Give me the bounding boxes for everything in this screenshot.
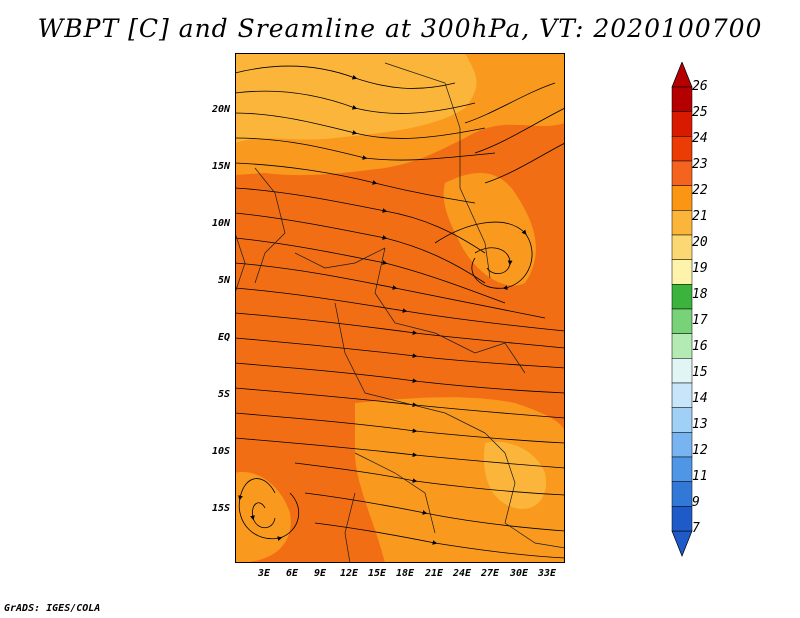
colorbar-label: 14 — [692, 391, 708, 406]
colorbar-swatch — [671, 358, 693, 384]
colorbar-label: 25 — [692, 105, 708, 120]
colorbar-label: 26 — [692, 79, 708, 94]
lat-label: 10N — [211, 218, 230, 229]
lat-label: 15N — [211, 161, 230, 172]
colorbar-bottom-arrow — [671, 530, 693, 557]
wbpt-field-light-orange-southeast — [484, 441, 546, 509]
lat-label: 20N — [211, 104, 230, 115]
wbpt-field-orange-south — [355, 397, 565, 563]
colorbar-swatch — [671, 210, 693, 236]
colorbar-swatch — [671, 259, 693, 285]
lon-label: 30E — [509, 568, 529, 579]
lon-label: 3E — [257, 568, 271, 579]
colorbar-label: 12 — [692, 443, 708, 458]
colorbar-swatch — [671, 506, 693, 532]
lat-label: 15S — [211, 503, 230, 514]
wbpt-field-light-orange-north — [235, 53, 477, 143]
lon-label: 21E — [424, 568, 444, 579]
colorbar-swatch — [671, 481, 693, 507]
colorbar-label: 17 — [692, 313, 708, 328]
colorbar-swatch — [671, 86, 693, 112]
colorbar-swatch — [671, 111, 693, 137]
colorbar-label: 21 — [692, 209, 708, 224]
lon-label: 18E — [395, 568, 415, 579]
colorbar-swatch — [671, 382, 693, 408]
colorbar-label: 20 — [692, 235, 708, 250]
colorbar-swatch — [671, 234, 693, 260]
map-frame — [235, 53, 565, 563]
colorbar-swatch — [671, 432, 693, 458]
colorbar-label: 24 — [692, 131, 708, 146]
lon-label: 27E — [480, 568, 500, 579]
lat-label: EQ — [217, 332, 230, 343]
lat-label: 5S — [217, 389, 230, 400]
colorbar-swatch — [671, 136, 693, 162]
lon-label: 24E — [452, 568, 472, 579]
streamlines — [235, 65, 565, 559]
colorbar-label: 13 — [692, 417, 708, 432]
colorbar-swatch — [671, 160, 693, 186]
colorbar — [671, 62, 693, 557]
colorbar-label: 7 — [692, 521, 700, 536]
colorbar-swatch — [671, 333, 693, 359]
lon-label: 15E — [367, 568, 387, 579]
colorbar-label: 11 — [692, 469, 708, 484]
streamline-map — [235, 53, 565, 563]
lat-label: 5N — [217, 275, 230, 286]
colorbar-swatch — [671, 407, 693, 433]
colorbar-swatch — [671, 185, 693, 211]
colorbar-label: 9 — [692, 495, 700, 510]
colorbar-label: 18 — [692, 287, 708, 302]
colorbar-top-arrow — [671, 62, 693, 88]
lon-label: 6E — [285, 568, 299, 579]
lon-label: 12E — [339, 568, 359, 579]
lon-label: 9E — [313, 568, 327, 579]
grads-credit: GrADS: IGES/COLA — [4, 603, 101, 614]
colorbar-swatch — [671, 308, 693, 334]
colorbar-label: 19 — [692, 261, 708, 276]
country-borders — [235, 62, 565, 563]
map-title: WBPT [C] and Sreamline at 300hPa, VT: 20… — [37, 14, 763, 43]
colorbar-label: 15 — [692, 365, 708, 380]
colorbar-label: 23 — [692, 157, 708, 172]
colorbar-swatch — [671, 284, 693, 310]
colorbar-swatch — [671, 456, 693, 482]
colorbar-label: 16 — [692, 339, 708, 354]
lon-label: 33E — [537, 568, 557, 579]
lat-label: 10S — [211, 446, 230, 457]
colorbar-label: 22 — [692, 183, 708, 198]
